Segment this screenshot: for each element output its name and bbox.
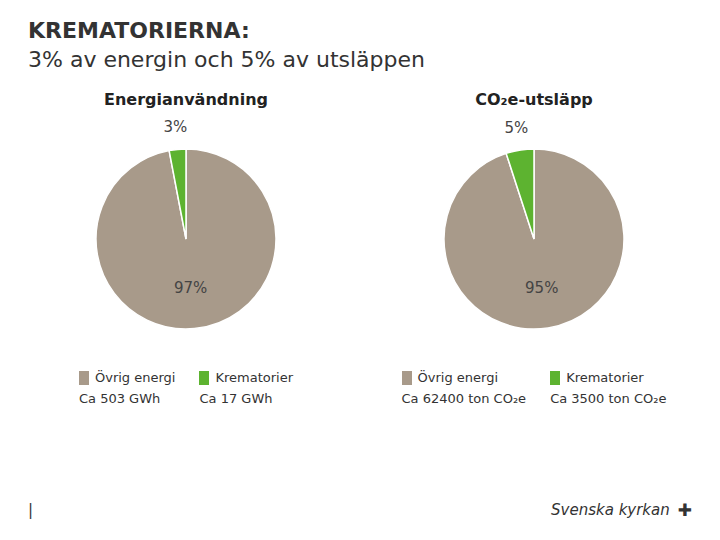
html-text:Ca 17 GWh: Ca 17 GWh bbox=[199, 391, 273, 406]
svg-text:95%: 95% bbox=[525, 279, 558, 297]
html-text:Övrig energi: Övrig energi bbox=[95, 370, 176, 385]
html-text:Ca 503 GWh: Ca 503 GWh bbox=[79, 391, 161, 406]
html-text:KREMATORIERNA:: KREMATORIERNA: bbox=[28, 18, 250, 43]
html-text:Krematorier: Krematorier bbox=[566, 370, 644, 385]
html-text:Ca 62400 ton CO₂e: Ca 62400 ton CO₂e bbox=[401, 391, 527, 406]
svg-text:3%: 3% bbox=[164, 118, 188, 136]
html-text:Övrig energi: Övrig energi bbox=[417, 370, 498, 385]
html-text:CO₂e-utsläpp: CO₂e-utsläpp bbox=[475, 90, 593, 109]
html-text:3% av energin och 5% av utsläp: 3% av energin och 5% av utsläppen bbox=[28, 47, 425, 72]
svg-text:97%: 97% bbox=[174, 279, 207, 297]
html-text:Ca 3500 ton CO₂e: Ca 3500 ton CO₂e bbox=[550, 391, 667, 406]
html-text:Svenska kyrkan: Svenska kyrkan bbox=[551, 501, 670, 519]
html-text:Energianvändning: Energianvändning bbox=[104, 90, 268, 109]
html-text:Krematorier: Krematorier bbox=[215, 370, 293, 385]
svg-text:5%: 5% bbox=[505, 119, 529, 137]
